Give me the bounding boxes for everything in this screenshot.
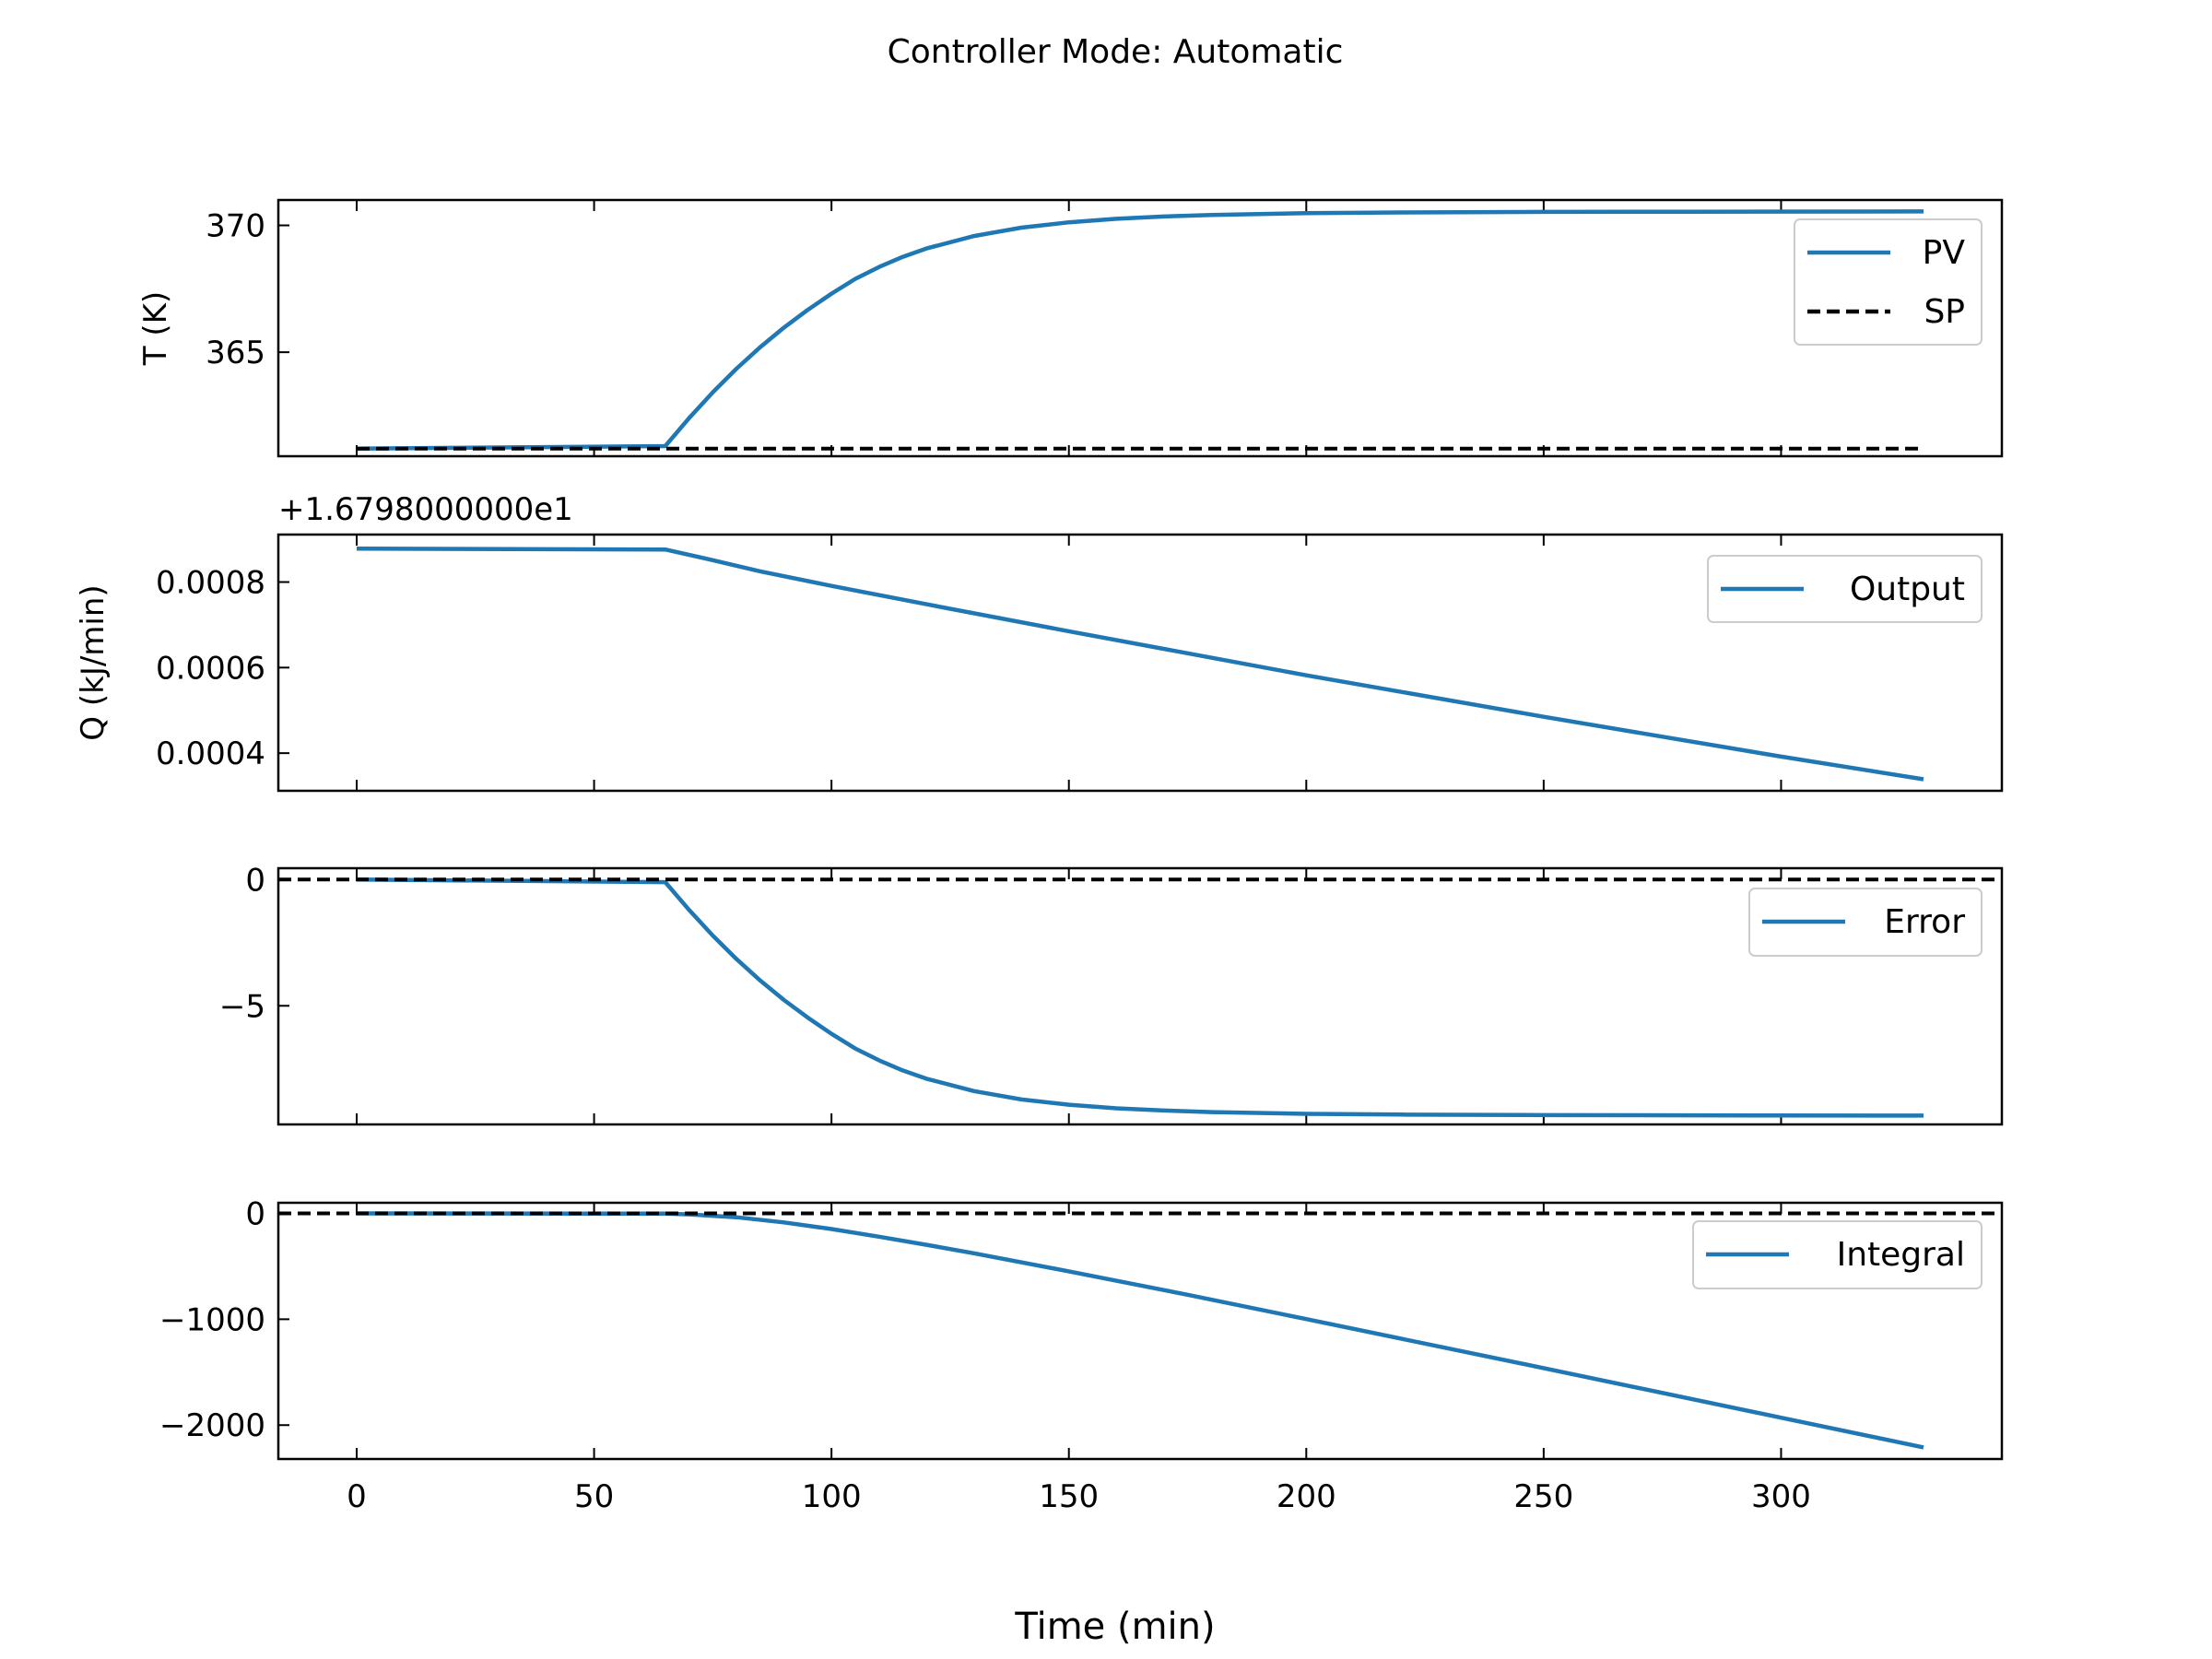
x-tick-label: 50: [574, 1478, 614, 1515]
plot-area: [278, 877, 2002, 1118]
subplot-panels: 365 370 T (K) PV SP 0.0004 0.0006 0.0008 +1.6798…: [75, 198, 2004, 1515]
series-error: [356, 877, 1924, 1118]
legend-label-integral: Integral: [1837, 1236, 1965, 1274]
plot-area: [278, 1211, 2002, 1450]
series-output: [356, 547, 1924, 782]
y-tick-label: −2000: [159, 1407, 265, 1444]
x-tick-label: 250: [1513, 1478, 1573, 1515]
legend: PV SP: [1794, 218, 1983, 346]
x-axis-label: Time (min): [1014, 1606, 1215, 1648]
subplot-2: 0.0004 0.0006 0.0008 +1.6798000000e1 Q (kJ/m…: [75, 491, 2004, 793]
series-integral: [356, 1211, 1924, 1450]
axes-frame: [276, 866, 2004, 1126]
y-tick-label: 0: [245, 862, 265, 899]
y-tick-label: 0: [245, 1195, 265, 1232]
y-tick-label: −5: [219, 988, 265, 1025]
subplot-1: 365 370 T (K) PV SP: [137, 198, 2004, 458]
axes-frame: [276, 533, 2004, 793]
figure-title: Controller Mode: Automatic: [888, 33, 1344, 71]
legend-box: [1692, 1220, 1983, 1289]
subplot-4: 0 50 100 150 200 250 300 −2000 −1000 0 Integral: [159, 1195, 2004, 1515]
y-offset-text: +1.6798000000e1: [278, 491, 573, 528]
legend: Integral: [1692, 1220, 1983, 1289]
y-tick-label: 370: [206, 208, 265, 245]
y-tick-label: 0.0006: [156, 650, 265, 687]
legend-box: [1707, 555, 1983, 623]
legend-label-output: Output: [1850, 571, 1965, 608]
x-tick-label: 300: [1751, 1478, 1811, 1515]
legend: Output: [1707, 555, 1983, 623]
y-tick-label: −1000: [159, 1301, 265, 1338]
series-pv: [356, 209, 1924, 451]
plot-area: [356, 209, 1924, 451]
subplot-3: −5 0 Error: [219, 862, 2004, 1126]
axes-frame: [276, 198, 2004, 458]
y-tick-label: 0.0004: [156, 735, 265, 772]
axes-frame: [276, 1201, 2004, 1461]
y-axis-label: Q (kJ/min): [75, 584, 112, 740]
legend-label-sp: SP: [1924, 293, 1965, 331]
legend-label-error: Error: [1884, 903, 1965, 941]
x-tick-label: 100: [802, 1478, 862, 1515]
y-tick-label: 0.0008: [156, 565, 265, 602]
x-tick-label: 150: [1039, 1478, 1099, 1515]
plot-area: [356, 547, 1924, 782]
y-axis-label: T (K): [137, 291, 174, 366]
y-tick-label: 365: [206, 335, 265, 371]
legend-label-pv: PV: [1923, 234, 1966, 272]
x-tick-label: 200: [1277, 1478, 1336, 1515]
legend: Error: [1748, 888, 1983, 957]
x-tick-label: 0: [347, 1478, 367, 1515]
legend-box: [1748, 888, 1983, 957]
